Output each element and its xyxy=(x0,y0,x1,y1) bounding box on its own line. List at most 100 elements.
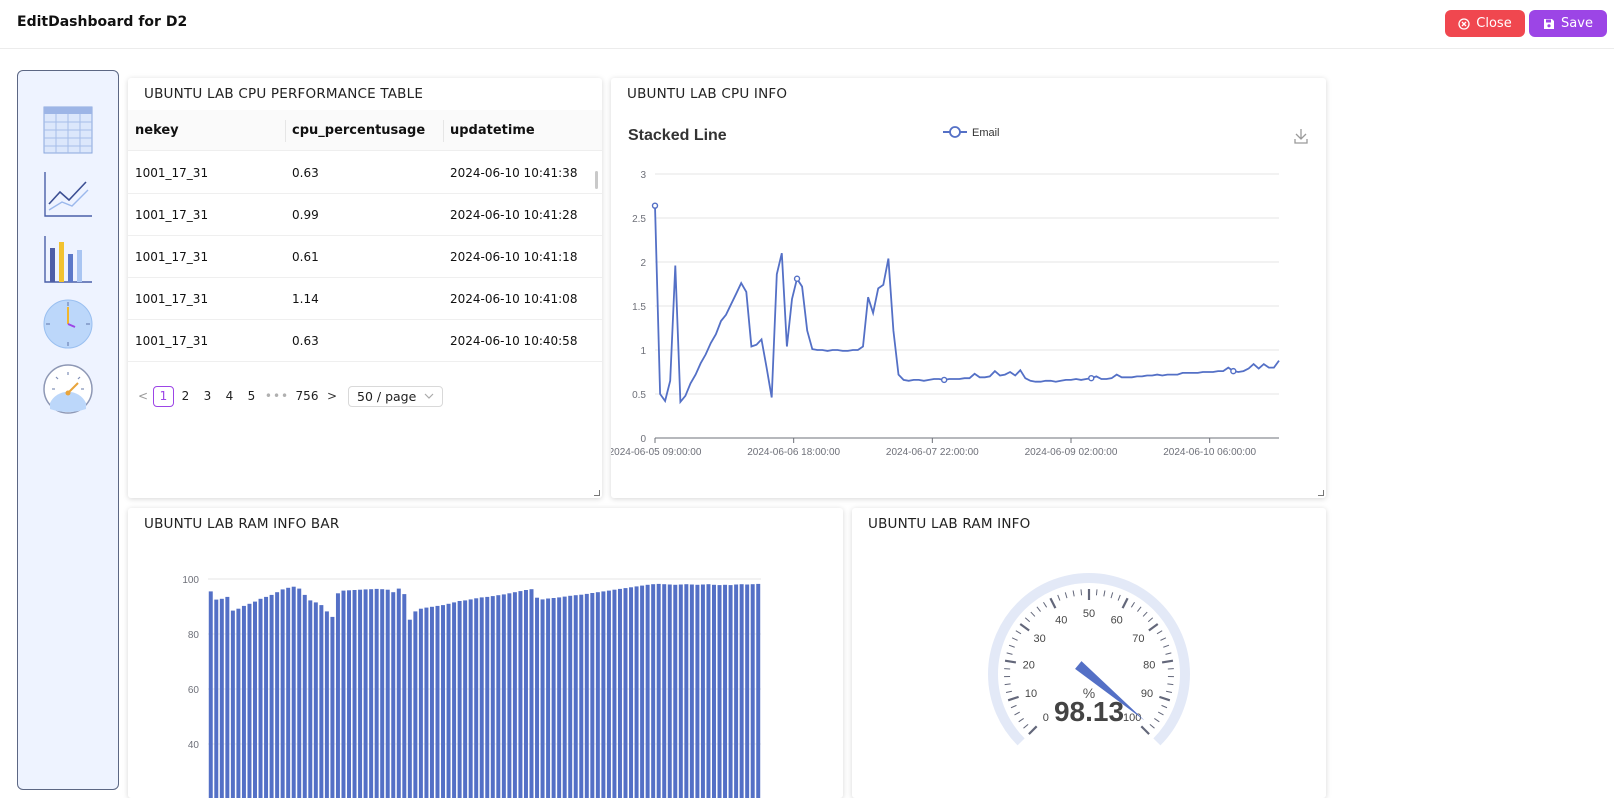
bar[interactable] xyxy=(452,602,456,798)
download-icon[interactable] xyxy=(1295,129,1307,143)
bar[interactable] xyxy=(668,585,672,798)
bar[interactable] xyxy=(430,607,434,798)
table-row[interactable]: 1001_17_31 0.63 2024-06-10 10:41:38 xyxy=(128,152,602,194)
bar[interactable] xyxy=(518,591,522,798)
bar[interactable] xyxy=(751,584,755,798)
bar[interactable] xyxy=(745,585,749,798)
bar[interactable] xyxy=(231,611,235,798)
bar[interactable] xyxy=(496,595,500,798)
table-widget-icon[interactable] xyxy=(42,104,94,156)
column-header-updatetime[interactable]: updatetime xyxy=(450,123,535,138)
bar[interactable] xyxy=(673,585,677,798)
clock-widget-icon[interactable] xyxy=(42,298,94,350)
bar[interactable] xyxy=(601,591,605,798)
bar[interactable] xyxy=(513,592,517,798)
bar[interactable] xyxy=(286,588,290,798)
bar[interactable] xyxy=(612,590,616,798)
data-point[interactable] xyxy=(795,276,800,281)
bar[interactable] xyxy=(756,584,760,798)
gauge-widget-icon[interactable] xyxy=(42,363,94,415)
bar[interactable] xyxy=(408,620,412,798)
bar-chart-widget-icon[interactable] xyxy=(42,234,94,286)
resize-handle[interactable] xyxy=(1318,490,1324,496)
bar[interactable] xyxy=(557,597,561,798)
bar[interactable] xyxy=(308,600,312,798)
bar[interactable] xyxy=(253,602,257,798)
bar[interactable] xyxy=(596,592,600,798)
bar[interactable] xyxy=(679,585,683,798)
table-row[interactable]: 1001_17_31 0.99 2024-06-10 10:41:28 xyxy=(128,194,602,236)
bar[interactable] xyxy=(336,593,340,798)
bar[interactable] xyxy=(480,597,484,798)
bar[interactable] xyxy=(424,608,428,798)
page-button-last[interactable]: 756 xyxy=(292,386,322,407)
bar[interactable] xyxy=(568,596,572,798)
bar[interactable] xyxy=(447,604,451,798)
bar[interactable] xyxy=(524,590,528,798)
column-header-nekey[interactable]: nekey xyxy=(135,123,179,138)
bar[interactable] xyxy=(734,585,738,798)
bar[interactable] xyxy=(712,585,716,798)
bar[interactable] xyxy=(463,600,467,798)
page-ellipsis[interactable]: ••• xyxy=(263,386,291,407)
bar[interactable] xyxy=(646,585,650,798)
bar[interactable] xyxy=(259,599,263,798)
bar[interactable] xyxy=(535,598,539,798)
bar[interactable] xyxy=(413,611,417,798)
bar[interactable] xyxy=(718,585,722,798)
bar[interactable] xyxy=(264,597,268,798)
save-button[interactable]: Save xyxy=(1529,10,1607,37)
bar[interactable] xyxy=(590,593,594,798)
bar[interactable] xyxy=(375,589,379,798)
bar[interactable] xyxy=(651,584,655,798)
line-chart-widget-icon[interactable] xyxy=(42,168,94,220)
bar[interactable] xyxy=(458,601,462,798)
bar[interactable] xyxy=(585,594,589,798)
bar[interactable] xyxy=(607,591,611,798)
data-point[interactable] xyxy=(653,203,658,208)
bar[interactable] xyxy=(624,588,628,798)
bar[interactable] xyxy=(319,605,323,798)
data-point[interactable] xyxy=(1231,369,1236,374)
table-row[interactable]: 1001_17_31 1.14 2024-06-10 10:41:08 xyxy=(128,278,602,320)
bar[interactable] xyxy=(341,591,345,798)
bar[interactable] xyxy=(635,586,639,798)
bar[interactable] xyxy=(469,599,473,798)
bar[interactable] xyxy=(690,585,694,798)
bar[interactable] xyxy=(657,584,661,798)
table-scrollbar[interactable] xyxy=(595,171,598,189)
bar[interactable] xyxy=(701,585,705,798)
close-button[interactable]: Close xyxy=(1445,10,1525,37)
bar[interactable] xyxy=(209,591,213,798)
bar[interactable] xyxy=(640,586,644,798)
bar[interactable] xyxy=(436,606,440,798)
page-button-1[interactable]: 1 xyxy=(153,386,174,407)
bar[interactable] xyxy=(579,595,583,798)
table-row[interactable]: 1001_17_31 0.61 2024-06-10 10:41:18 xyxy=(128,236,602,278)
bar[interactable] xyxy=(297,589,301,798)
data-point[interactable] xyxy=(1089,376,1094,381)
bar[interactable] xyxy=(563,597,567,798)
bar[interactable] xyxy=(485,597,489,798)
page-button-3[interactable]: 3 xyxy=(197,386,218,407)
bar[interactable] xyxy=(546,599,550,798)
bar[interactable] xyxy=(220,599,224,798)
bar[interactable] xyxy=(214,600,218,798)
page-button-5[interactable]: 5 xyxy=(241,386,262,407)
bar[interactable] xyxy=(552,598,556,798)
bar[interactable] xyxy=(270,595,274,798)
bar[interactable] xyxy=(695,585,699,798)
bar[interactable] xyxy=(662,584,666,798)
bar[interactable] xyxy=(281,589,285,798)
bar[interactable] xyxy=(441,605,445,798)
bar[interactable] xyxy=(491,596,495,798)
bar[interactable] xyxy=(236,609,240,798)
bar[interactable] xyxy=(629,587,633,798)
bar[interactable] xyxy=(684,584,688,798)
bar[interactable] xyxy=(397,589,401,798)
data-point[interactable] xyxy=(942,377,947,382)
bar[interactable] xyxy=(225,597,229,798)
bar[interactable] xyxy=(303,595,307,798)
bar[interactable] xyxy=(247,604,251,798)
bar[interactable] xyxy=(386,590,390,798)
